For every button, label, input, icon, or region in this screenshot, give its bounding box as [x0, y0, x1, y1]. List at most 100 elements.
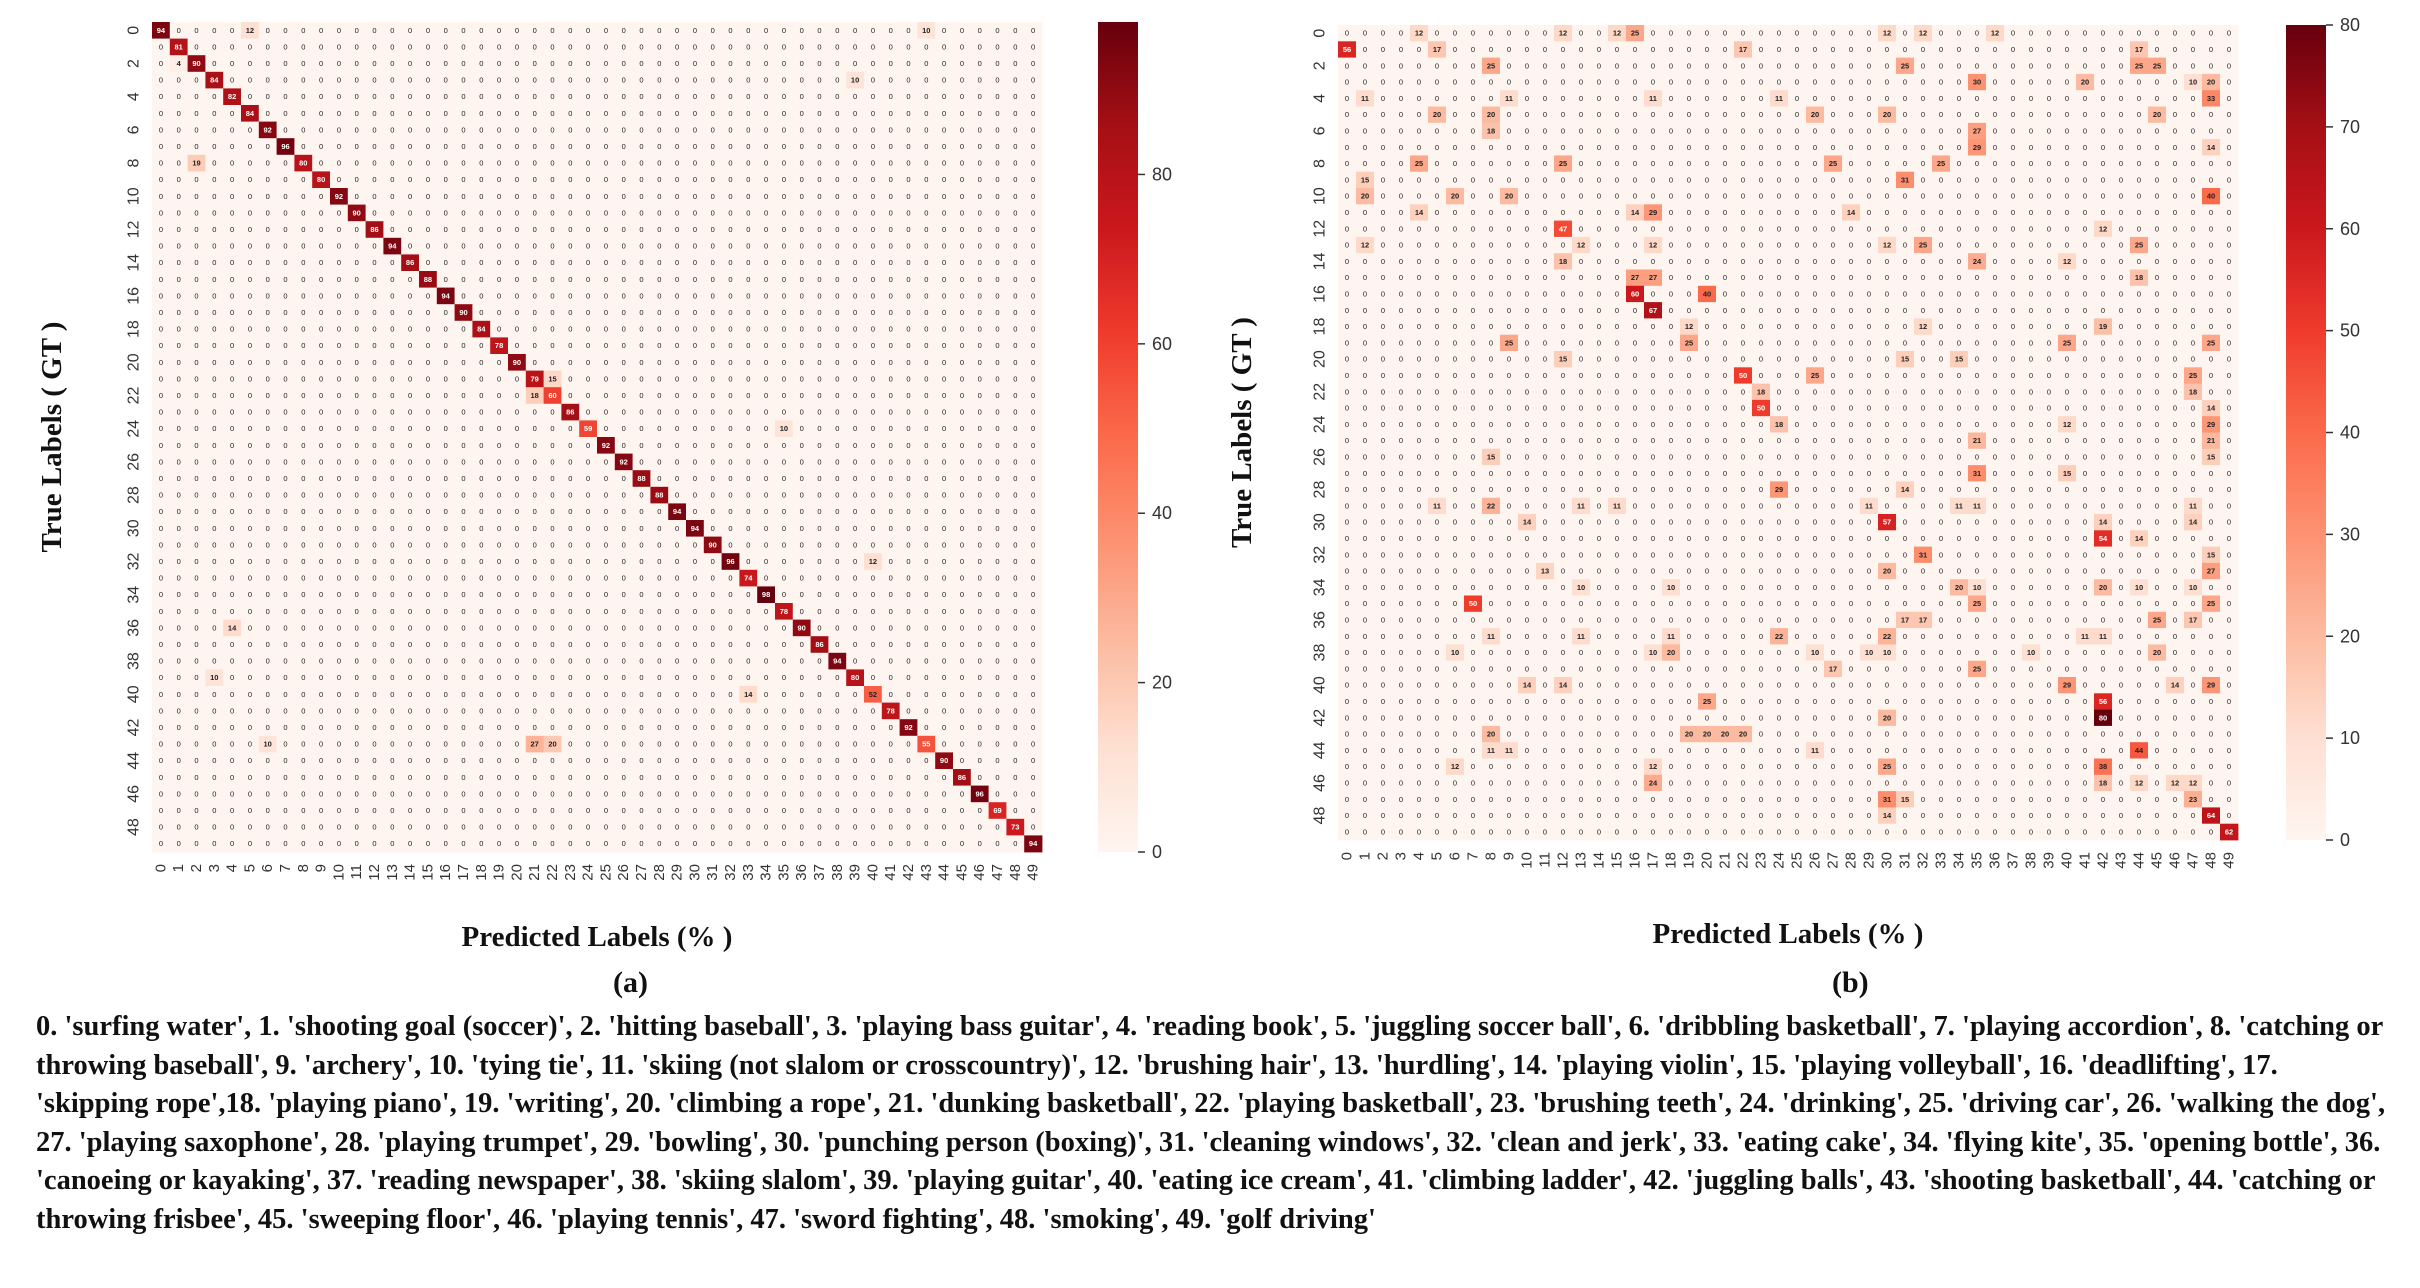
cell-value: 0 — [746, 640, 750, 649]
cell-value: 10 — [264, 740, 272, 749]
heatmap-cell — [721, 71, 740, 89]
cell-value: 0 — [355, 839, 359, 848]
cell-value: 0 — [924, 225, 928, 234]
heatmap-cell — [739, 188, 758, 205]
cell-value: 0 — [390, 159, 394, 168]
cell-value: 0 — [942, 208, 946, 217]
heatmap-cell — [703, 188, 722, 205]
heatmap-cell — [757, 138, 776, 156]
cell-value: 0 — [426, 92, 430, 101]
cell-value: 0 — [800, 59, 804, 68]
heatmap-cell — [454, 38, 473, 56]
cell-value: 0 — [159, 491, 163, 500]
heatmap-cell — [205, 121, 224, 139]
cell-value: 0 — [159, 789, 163, 798]
cell-value: 0 — [550, 225, 554, 234]
cell-value: 0 — [479, 441, 483, 450]
cell-value: 0 — [711, 773, 715, 782]
cell-value: 0 — [800, 192, 804, 201]
cell-value: 0 — [515, 441, 519, 450]
cell-value: 0 — [960, 690, 964, 699]
cell-value: 0 — [782, 491, 786, 500]
cell-value: 0 — [266, 773, 270, 782]
heatmap-cell — [792, 105, 811, 122]
heatmap-cell — [775, 105, 794, 122]
cell-value: 0 — [194, 275, 198, 284]
heatmap-cell — [312, 88, 331, 106]
cell-value: 0 — [835, 441, 839, 450]
cell-value: 0 — [782, 192, 786, 201]
heatmap-cell — [757, 121, 776, 139]
cell-value: 0 — [746, 308, 750, 317]
cell-value: 0 — [1013, 723, 1017, 732]
cell-value: 0 — [693, 773, 697, 782]
cell-value: 0 — [1013, 690, 1017, 699]
cell-value: 0 — [586, 540, 590, 549]
cell-value: 0 — [266, 308, 270, 317]
cell-value: 0 — [853, 740, 857, 749]
cell-value: 0 — [372, 308, 376, 317]
cell-value: 0 — [604, 524, 608, 533]
cell-value: 0 — [177, 657, 181, 666]
heatmap-cell — [881, 171, 900, 189]
cell-value: 0 — [283, 806, 287, 815]
cell-value: 0 — [906, 308, 910, 317]
cell-value: 0 — [550, 706, 554, 715]
cell-value: 0 — [515, 391, 519, 400]
heatmap-cell — [223, 71, 242, 89]
cell-value: 0 — [568, 507, 572, 516]
cell-value: 0 — [711, 308, 715, 317]
cell-value: 0 — [942, 623, 946, 632]
cell-value: 0 — [835, 125, 839, 134]
cell-value: 0 — [639, 92, 643, 101]
heatmap-cell — [241, 38, 260, 56]
cell-value: 0 — [533, 175, 537, 184]
cell-value: 0 — [746, 806, 750, 815]
cell-value: 0 — [319, 723, 323, 732]
cell-value: 0 — [533, 806, 537, 815]
cell-value: 0 — [746, 192, 750, 201]
cell-value: 0 — [408, 391, 412, 400]
cell-value: 0 — [479, 607, 483, 616]
cell-value: 0 — [978, 806, 982, 815]
cell-value: 0 — [372, 109, 376, 118]
cell-value: 0 — [319, 507, 323, 516]
cell-value: 0 — [533, 192, 537, 201]
cell-value: 0 — [906, 574, 910, 583]
cell-value: 0 — [853, 690, 857, 699]
cell-value: 0 — [835, 590, 839, 599]
cell-value: 0 — [639, 408, 643, 417]
cell-value: 0 — [586, 142, 590, 151]
cell-value: 0 — [657, 291, 661, 300]
cell-value: 0 — [461, 574, 465, 583]
cell-value: 0 — [461, 706, 465, 715]
cell-value: 0 — [693, 374, 697, 383]
cell-value: 0 — [942, 225, 946, 234]
cell-value: 0 — [675, 408, 679, 417]
cell-value: 0 — [978, 773, 982, 782]
cell-value: 0 — [746, 291, 750, 300]
heatmap-cell — [650, 188, 669, 205]
cell-value: 0 — [835, 574, 839, 583]
cell-value: 0 — [817, 806, 821, 815]
cell-value: 0 — [408, 457, 412, 466]
cell-value: 0 — [871, 225, 875, 234]
heatmap-cell — [988, 55, 1007, 73]
cell-value: 0 — [212, 756, 216, 765]
heatmap-cell — [614, 71, 633, 89]
heatmap-cell — [810, 204, 829, 222]
cell-value: 0 — [1031, 408, 1035, 417]
heatmap-cell — [241, 22, 260, 39]
cell-value: 0 — [461, 491, 465, 500]
heatmap-cell — [205, 55, 224, 73]
heatmap-cell — [187, 22, 206, 39]
cell-value: 0 — [604, 275, 608, 284]
cell-value: 0 — [942, 524, 946, 533]
cell-value: 0 — [853, 192, 857, 201]
heatmap-cell — [205, 22, 224, 39]
cell-value: 0 — [319, 491, 323, 500]
cell-value: 0 — [408, 507, 412, 516]
cell-value: 0 — [230, 325, 234, 334]
heatmap-cell — [472, 55, 491, 73]
cell-value: 0 — [159, 806, 163, 815]
